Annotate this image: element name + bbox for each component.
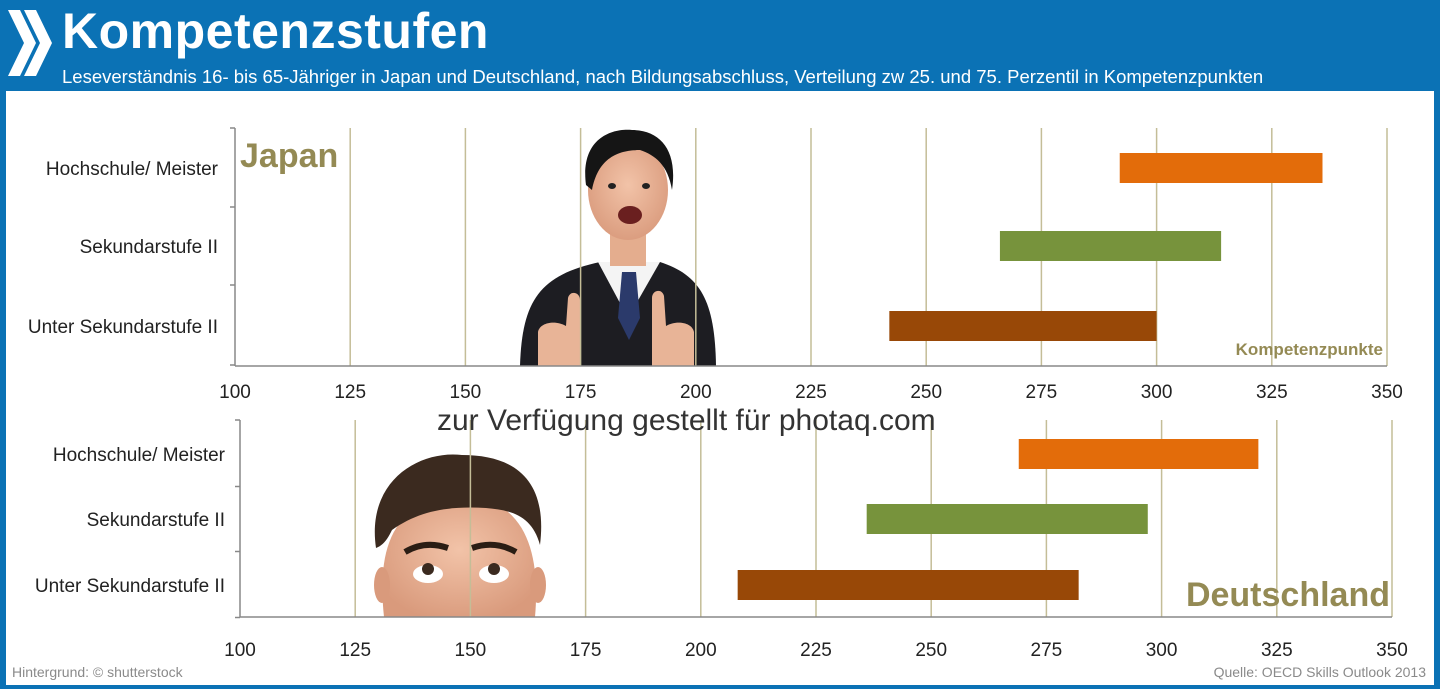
- bar-1: [1119, 153, 1323, 183]
- x-tick-label: 275: [1031, 640, 1063, 661]
- eyebrow: [471, 541, 518, 555]
- watermark: zur Verfügung gestellt für photaq.com: [437, 404, 936, 437]
- chart-panel: [6, 91, 1434, 685]
- panel-label: Deutschland: [1186, 576, 1390, 614]
- x-tick-label: 300: [1141, 382, 1173, 403]
- pupil: [422, 563, 434, 575]
- right-hand: [652, 290, 694, 366]
- x-tick-label: 225: [795, 382, 827, 403]
- source-note: Quelle: OECD Skills Outlook 2013: [1213, 664, 1426, 680]
- left-hand: [538, 292, 580, 366]
- x-tick-label: 325: [1261, 640, 1293, 661]
- x-tick-label: 325: [1256, 382, 1288, 403]
- hair: [585, 129, 674, 190]
- eye: [642, 183, 650, 189]
- ear: [530, 567, 546, 603]
- mouth: [618, 206, 642, 224]
- background-credit: Hintergrund: © shutterstock: [12, 664, 183, 680]
- japanese-businessman-thumbs-up: [520, 129, 716, 366]
- bar-2: [866, 504, 1148, 534]
- head: [382, 495, 537, 617]
- x-tick-label: 175: [570, 640, 602, 661]
- bar-1: [1018, 439, 1259, 469]
- panel-label: Japan: [240, 137, 338, 175]
- category-label: Hochschule/ Meister: [53, 445, 226, 466]
- bar-3: [737, 570, 1079, 600]
- category-label: Unter Sekundarstufe II: [35, 576, 225, 597]
- header: Kompetenzstufen Leseverständnis 16- bis …: [0, 0, 1440, 90]
- page-subtitle: Leseverständnis 16- bis 65-Jähriger in J…: [62, 66, 1264, 87]
- x-tick-label: 125: [339, 640, 371, 661]
- bar-3: [889, 311, 1157, 341]
- chart-panel-1: 100 125 150 175 200 225 250 275 300 325 350 Hochsch…: [28, 127, 1403, 403]
- page-title: Kompetenzstufen: [62, 3, 489, 59]
- hair: [374, 454, 542, 548]
- double-chevron-icon: [8, 10, 52, 76]
- pupil: [488, 563, 500, 575]
- x-tick-label: 200: [680, 382, 712, 403]
- x-tick-label: 100: [224, 640, 256, 661]
- x-tick-label: 125: [334, 382, 366, 403]
- chart-panel-2: 100 125 150 175 200 225 250 275 300 325 350 Hochsch…: [35, 419, 1408, 661]
- x-tick-label: 150: [450, 382, 482, 403]
- eyebrow: [403, 541, 449, 555]
- category-label: Unter Sekundarstufe II: [28, 317, 218, 338]
- x-tick-label: 350: [1371, 382, 1403, 403]
- x-tick-label: 175: [565, 382, 597, 403]
- x-axis-label: Kompetenzpunkte: [1236, 340, 1383, 359]
- tie: [618, 272, 640, 340]
- x-tick-label: 100: [219, 382, 251, 403]
- german-man-looking-up: [374, 454, 546, 617]
- x-tick-label: 300: [1146, 640, 1178, 661]
- x-tick-label: 250: [915, 640, 947, 661]
- x-tick-label: 200: [685, 640, 717, 661]
- eye: [608, 183, 616, 189]
- ear: [374, 567, 390, 603]
- category-label: Sekundarstufe II: [87, 510, 225, 531]
- head: [588, 140, 668, 240]
- x-tick-label: 275: [1026, 382, 1058, 403]
- category-label: Sekundarstufe II: [80, 237, 218, 258]
- x-tick-label: 250: [910, 382, 942, 403]
- x-tick-label: 150: [455, 640, 487, 661]
- x-tick-label: 350: [1376, 640, 1408, 661]
- x-tick-label: 225: [800, 640, 832, 661]
- category-label: Hochschule/ Meister: [46, 159, 219, 180]
- bar-2: [999, 231, 1222, 261]
